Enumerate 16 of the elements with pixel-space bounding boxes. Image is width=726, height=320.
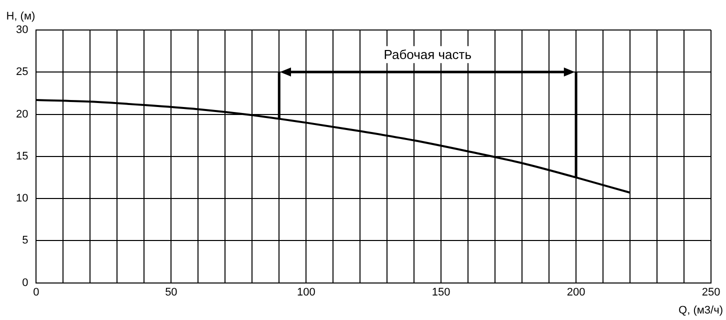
y-axis-title: H, (м) bbox=[6, 10, 36, 23]
y-tick-label: 15 bbox=[16, 150, 28, 162]
y-tick-label: 30 bbox=[16, 24, 28, 36]
y-tick-label: 20 bbox=[16, 108, 28, 120]
x-tick-label: 50 bbox=[165, 286, 178, 298]
y-tick-label: 10 bbox=[16, 192, 28, 205]
annotation: Рабочая часть bbox=[384, 47, 472, 62]
y-tick-label: 25 bbox=[16, 66, 28, 78]
x-tick-label: 150 bbox=[432, 286, 450, 298]
y-tick-label: 0 bbox=[22, 276, 28, 289]
y-tick-label: 5 bbox=[22, 234, 28, 247]
x-tick-label: 100 bbox=[296, 286, 316, 298]
x-tick-label: 200 bbox=[566, 286, 586, 298]
x-axis-title: Q, (м3/ч) bbox=[678, 304, 723, 316]
x-tick-label: 0 bbox=[33, 286, 40, 298]
x-tick-label: 250 bbox=[702, 286, 720, 298]
